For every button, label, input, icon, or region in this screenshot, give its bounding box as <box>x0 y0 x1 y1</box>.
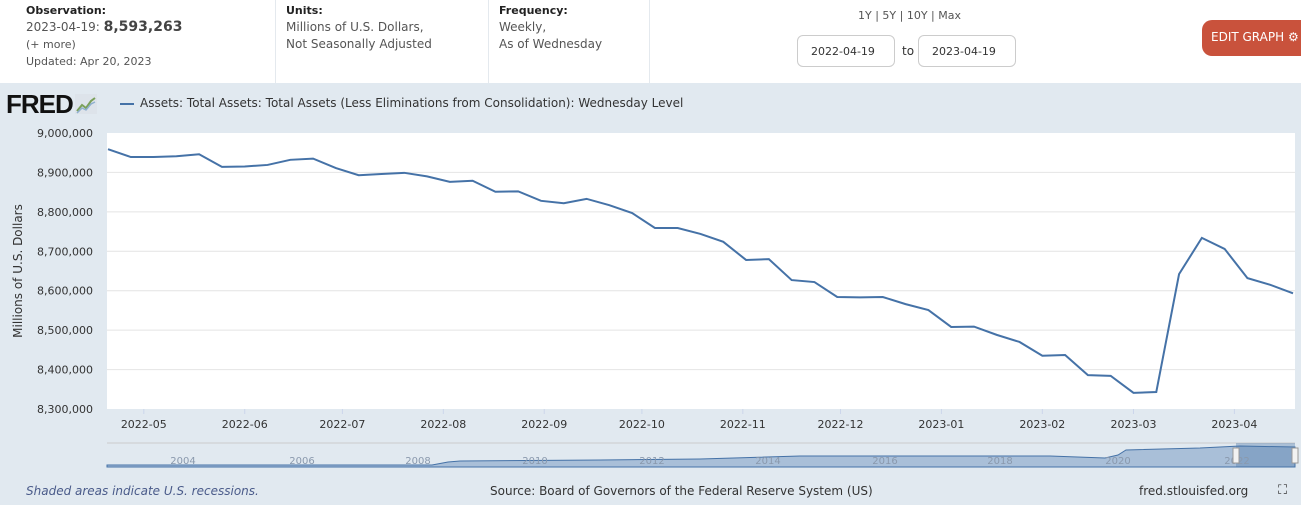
navigator-year-label: 2006 <box>289 456 314 467</box>
navigator-selected-range[interactable] <box>1236 443 1295 467</box>
legend-series-label: Assets: Total Assets: Total Assets (Less… <box>140 96 684 110</box>
fred-logo: FRED <box>6 89 97 120</box>
updated-date: Updated: Apr 20, 2023 <box>26 55 152 68</box>
divider <box>649 0 650 83</box>
navigator-year-label: 2010 <box>522 456 547 467</box>
x-tick-label: 2023-01 <box>918 418 964 431</box>
gear-icon: ⚙ <box>1287 30 1299 44</box>
observation-label: Observation: <box>26 4 107 17</box>
range-10y-button[interactable]: 10Y <box>906 9 928 22</box>
x-tick-label: 2022-12 <box>818 418 864 431</box>
units-line2: Not Seasonally Adjusted <box>286 37 432 51</box>
end-date-input[interactable]: 2023-04-19 <box>918 35 1016 67</box>
logo-text: FRED <box>6 89 74 119</box>
x-tick-label: 2022-08 <box>420 418 466 431</box>
navigator-year-label: 2004 <box>170 456 195 467</box>
y-axis-title: Millions of U.S. Dollars <box>11 204 25 338</box>
to-label: to <box>902 44 915 58</box>
observation-date: 2023-04-19: <box>26 20 100 34</box>
navigator-handle[interactable] <box>1291 447 1299 464</box>
y-tick-label: 8,500,000 <box>37 324 93 337</box>
units-block: Units: Millions of U.S. Dollars, Not Sea… <box>286 0 432 83</box>
range-navigator[interactable]: 2004200620082010201220142016201820202022 <box>106 442 1299 468</box>
range-1y-button[interactable]: 1Y <box>858 9 872 22</box>
units-line1: Millions of U.S. Dollars, <box>286 20 424 34</box>
observation-value: 8,593,263 <box>103 19 183 35</box>
navigator-year-label: 2014 <box>755 456 780 467</box>
y-tick-label: 8,300,000 <box>37 403 93 416</box>
fullscreen-icon[interactable]: ⛶ <box>1278 483 1288 498</box>
chart-trend-icon <box>74 94 97 114</box>
navigator-year-label: 2016 <box>872 456 897 467</box>
navigator-year-label: 2018 <box>987 456 1012 467</box>
x-tick-label: 2022-05 <box>121 418 167 431</box>
frequency-label: Frequency: <box>499 4 568 17</box>
navigator-year-label: 2020 <box>1105 456 1130 467</box>
x-tick-label: 2022-07 <box>319 418 365 431</box>
frequency-line1: Weekly, <box>499 20 547 34</box>
y-tick-label: 8,400,000 <box>37 364 93 377</box>
x-tick-label: 2022-10 <box>619 418 665 431</box>
legend-swatch <box>120 102 134 105</box>
site-link[interactable]: fred.stlouisfed.org <box>1139 484 1249 498</box>
header-bar: Observation: 2023-04-19: 8,593,263 (+ mo… <box>0 0 1301 83</box>
navigator-year-label: 2012 <box>639 456 664 467</box>
units-label: Units: <box>286 4 323 17</box>
chart-legend: Assets: Total Assets: Total Assets (Less… <box>120 96 683 110</box>
range-5y-button[interactable]: 5Y <box>882 9 897 22</box>
y-tick-label: 8,800,000 <box>37 206 93 219</box>
y-tick-label: 8,600,000 <box>37 285 93 298</box>
edit-graph-label: EDIT GRAPH <box>1211 30 1285 44</box>
x-tick-label: 2023-02 <box>1019 418 1065 431</box>
plot-area <box>107 133 1295 409</box>
navigator-handle[interactable] <box>1232 447 1240 464</box>
recession-note: Shaded areas indicate U.S. recessions. <box>26 484 259 498</box>
y-tick-label: 8,700,000 <box>37 245 93 258</box>
divider <box>488 0 489 83</box>
y-tick-label: 8,900,000 <box>37 166 93 179</box>
x-tick-label: 2023-04 <box>1211 418 1257 431</box>
more-link[interactable]: (+ more) <box>26 38 76 51</box>
x-tick-label: 2022-09 <box>521 418 567 431</box>
observation-block: Observation: 2023-04-19: 8,593,263 (+ mo… <box>26 0 182 83</box>
start-date-input[interactable]: 2022-04-19 <box>797 35 895 67</box>
edit-graph-button[interactable]: EDIT GRAPH ⚙ <box>1202 20 1301 56</box>
y-tick-label: 9,000,000 <box>37 127 93 140</box>
frequency-block: Frequency: Weekly, As of Wednesday <box>499 0 602 83</box>
x-tick-label: 2022-11 <box>720 418 766 431</box>
x-tick-label: 2023-03 <box>1110 418 1156 431</box>
range-selector: 1Y | 5Y | 10Y | Max <box>858 9 962 22</box>
x-tick-label: 2022-06 <box>222 418 268 431</box>
divider <box>275 0 276 83</box>
source-text: Source: Board of Governors of the Federa… <box>490 484 873 498</box>
range-max-button[interactable]: Max <box>938 9 962 22</box>
frequency-line2: As of Wednesday <box>499 37 603 51</box>
navigator-year-label: 2008 <box>405 456 430 467</box>
line-chart: 8,300,000 8,400,000 8,500,000 8,600,000 8,70… <box>11 127 1299 468</box>
